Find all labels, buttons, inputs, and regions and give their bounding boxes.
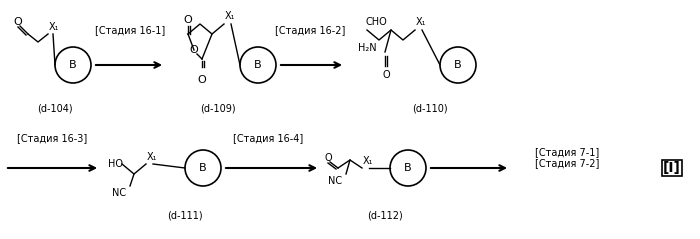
Text: NC: NC bbox=[112, 188, 126, 198]
Text: O: O bbox=[324, 153, 332, 163]
Text: X₁: X₁ bbox=[225, 11, 235, 21]
Text: [Стадия 16-1]: [Стадия 16-1] bbox=[95, 25, 165, 35]
Text: O: O bbox=[183, 15, 192, 25]
Text: (d-111): (d-111) bbox=[167, 210, 203, 220]
Text: B: B bbox=[454, 60, 462, 70]
Text: B: B bbox=[199, 163, 206, 173]
Text: O: O bbox=[197, 75, 206, 85]
Text: O: O bbox=[13, 17, 22, 27]
Text: [Стадия 7-2]: [Стадия 7-2] bbox=[535, 158, 599, 168]
Text: (d-110): (d-110) bbox=[412, 103, 448, 113]
Text: [Стадия 16-3]: [Стадия 16-3] bbox=[17, 133, 87, 143]
Text: B: B bbox=[69, 60, 77, 70]
Text: B: B bbox=[404, 163, 412, 173]
Text: CHO: CHO bbox=[365, 17, 386, 27]
Text: B: B bbox=[254, 60, 262, 70]
Text: [Стадия 16-4]: [Стадия 16-4] bbox=[233, 133, 303, 143]
Text: (d-109): (d-109) bbox=[200, 103, 236, 113]
Text: O: O bbox=[382, 70, 390, 80]
Text: X₁: X₁ bbox=[416, 17, 426, 27]
Text: X₁: X₁ bbox=[49, 22, 60, 32]
Text: H₂N: H₂N bbox=[358, 43, 377, 53]
Text: HO: HO bbox=[108, 159, 123, 169]
Text: NC: NC bbox=[328, 176, 342, 186]
Text: [Стадия 16-2]: [Стадия 16-2] bbox=[275, 25, 345, 35]
Text: X₁: X₁ bbox=[147, 152, 158, 162]
Text: X₁: X₁ bbox=[363, 156, 374, 166]
Text: O: O bbox=[190, 45, 198, 55]
Text: (d-104): (d-104) bbox=[37, 103, 73, 113]
Text: (d-112): (d-112) bbox=[367, 210, 403, 220]
Text: [I]: [I] bbox=[663, 161, 681, 175]
Text: [Стадия 7-1]: [Стадия 7-1] bbox=[535, 147, 599, 157]
